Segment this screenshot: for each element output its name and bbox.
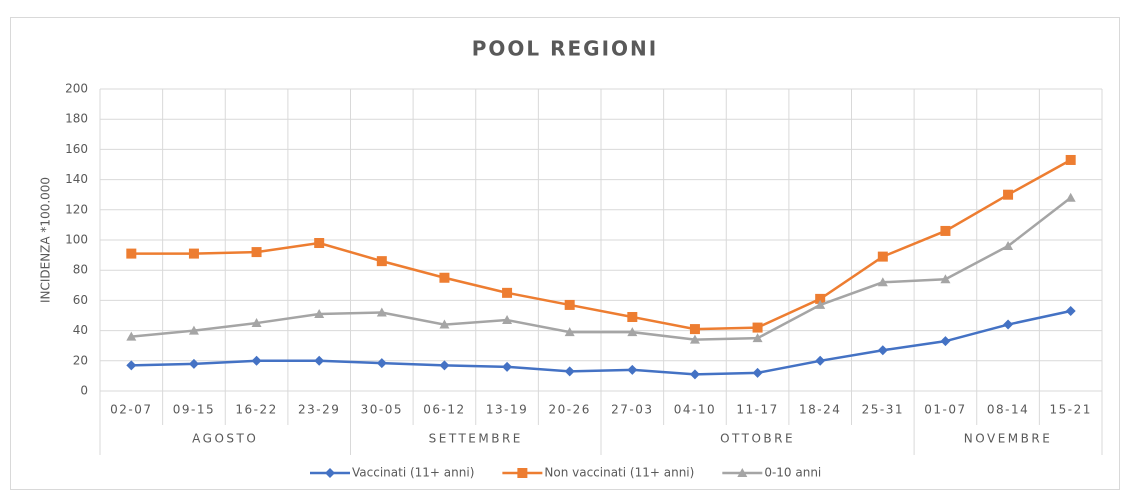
marker [1003,319,1014,330]
marker [439,360,450,371]
month-label: SETTEMBRE [429,432,523,446]
x-tick-label: 08-14 [987,403,1029,417]
y-axis-label: INCIDENZA *100.000 [39,177,53,303]
marker [1003,241,1014,251]
chart-title: POOL REGIONI [472,37,658,61]
marker [517,468,528,478]
marker [314,238,325,249]
marker [564,299,575,310]
marker [314,355,325,366]
y-tick-label: 140 [65,172,88,186]
marker [940,336,951,347]
marker [439,319,450,329]
y-tick-label: 0 [80,384,88,398]
marker [376,358,387,369]
x-tick-label: 02-07 [110,403,152,417]
marker [126,360,137,371]
marker [251,355,262,366]
marker [126,248,137,259]
x-tick-label: 13-19 [486,403,528,417]
x-tick-label: 23-29 [298,403,340,417]
month-label: OTTOBRE [720,432,795,446]
legend-label: 0-10 anni [764,466,821,480]
legend-label: Non vaccinati (11+ anni) [544,466,694,480]
marker [564,327,575,337]
x-tick-label: 06-12 [423,403,465,417]
marker [689,324,700,335]
marker [689,369,700,380]
marker [752,333,763,343]
marker [877,345,888,356]
y-tick-label: 160 [65,142,88,156]
marker [815,293,826,304]
x-tick-label: 11-17 [736,403,778,417]
marker [940,225,951,236]
marker [126,331,137,341]
y-tick-label: 100 [65,233,88,247]
marker [188,248,199,259]
x-tick-label: 09-15 [173,403,215,417]
marker [1065,305,1076,316]
marker [877,277,888,287]
marker [815,299,826,309]
marker [251,247,262,258]
marker [877,251,888,262]
month-label: AGOSTO [192,432,258,446]
marker [1065,192,1076,202]
marker [1003,189,1014,200]
x-tick-label: 15-21 [1050,403,1092,417]
marker [439,272,450,283]
marker [940,274,951,284]
y-tick-label: 180 [65,112,88,126]
marker [815,355,826,366]
x-tick-label: 18-24 [799,403,841,417]
x-tick-label: 27-03 [611,403,653,417]
y-tick-label: 200 [65,82,88,96]
series-line [131,158,1072,331]
y-tick-label: 40 [73,323,88,337]
marker [188,325,199,335]
marker [1065,154,1076,165]
x-tick-label: 04-10 [674,403,716,417]
marker [502,287,513,298]
marker [752,322,763,333]
marker [627,327,638,337]
marker [752,367,763,378]
y-tick-label: 20 [73,353,88,367]
marker [689,334,700,344]
x-tick-label: 30-05 [361,403,403,417]
y-tick-label: 120 [65,202,88,216]
marker [737,468,748,477]
month-label: NOVEMBRE [964,432,1053,446]
y-tick-label: 80 [73,263,88,277]
x-tick-label: 25-31 [862,403,904,417]
y-tick-label: 60 [73,293,88,307]
marker [627,312,638,323]
marker [502,315,513,325]
marker [314,308,325,318]
marker [251,318,262,328]
series-line [131,309,1071,376]
x-tick-label: 01-07 [924,403,966,417]
marker [627,364,638,375]
marker [376,307,387,317]
marker [564,366,575,377]
marker [325,468,335,478]
marker [502,361,513,372]
marker [188,358,199,369]
x-tick-label: 20-26 [549,403,591,417]
legend-label: Vaccinati (11+ anni) [352,466,474,480]
x-tick-label: 16-22 [235,403,277,417]
series-line [131,196,1072,341]
marker [376,256,387,267]
